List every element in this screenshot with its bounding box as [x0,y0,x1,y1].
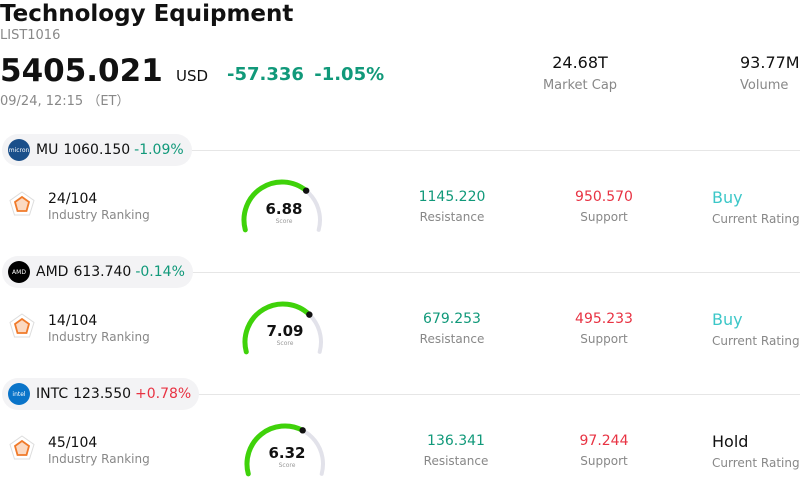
score-gauge [244,423,325,477]
section-divider [198,394,800,395]
index-code: LIST1016 [0,28,61,43]
resistance: 1145.220 Resistance [412,189,492,224]
timestamp: 09/24, 12:15 （ET） [0,94,130,109]
support-label: Support [580,332,628,346]
market-cap: 24.68T Market Cap [536,53,624,93]
industry-rank: 45/104 [48,435,98,451]
support: 495.233 Support [562,311,646,346]
rating-value: Buy [712,188,743,207]
stock-price: 613.740 [73,264,132,280]
score-value: 6.32 [268,444,306,462]
company-logo-icon: micron [8,139,30,161]
current-rating: Buy Current Rating [712,310,800,348]
support-value: 97.244 [579,433,629,449]
stock-price: 123.550 [73,386,132,402]
rating-value: Buy [712,310,743,329]
industry-rank-label: Industry Ranking [48,208,150,222]
page-title: Technology Equipment [0,1,294,27]
stock-header-pill[interactable]: intel INTC 123.550 +0.78% [2,378,200,410]
stock-header-pill[interactable]: micron MU 1060.150 -1.09% [2,134,192,166]
stock-price: 1060.150 [63,142,131,158]
change-percent: -1.05% [314,64,385,85]
support-label: Support [580,454,628,468]
score-gauge [241,179,322,233]
radar-icon [9,191,35,216]
stock-change-percent: +0.78% [135,386,192,402]
current-rating: Hold Current Rating [712,432,800,470]
score-label: Score [275,218,293,225]
market-cap-value: 24.68T [552,53,608,72]
resistance-value: 136.341 [427,433,485,449]
change-value: -57.336 [227,64,304,85]
volume: 93.77M Volume [728,53,800,93]
resistance: 136.341 Resistance [416,433,496,468]
current-rating: Buy Current Rating [712,188,800,226]
resistance-value: 1145.220 [418,189,486,205]
radar-icon [9,313,35,338]
rating-label: Current Rating [712,456,800,470]
stock-change-percent: -0.14% [135,264,185,280]
stock-section: intel INTC 123.550 +0.78% 45/104 Industr… [0,378,800,500]
volume-value: 93.77M [740,53,800,72]
rating-label: Current Rating [712,334,800,348]
stock-section: micron MU 1060.150 -1.09% 24/104 Industr… [0,134,800,256]
support-label: Support [580,210,628,224]
score-gauge [242,301,323,355]
score-label: Score [276,340,294,347]
resistance: 679.253 Resistance [412,311,492,346]
industry-rank-label: Industry Ranking [48,452,150,466]
support-value: 950.570 [575,189,633,205]
resistance-label: Resistance [423,454,489,468]
industry-rank-label: Industry Ranking [48,330,150,344]
support: 950.570 Support [562,189,646,224]
rating-value: Hold [712,432,749,451]
score-value: 7.09 [266,322,304,340]
price-change: -57.336 -1.05% [227,64,384,85]
rating-label: Current Rating [712,212,800,226]
score-value: 6.88 [265,200,303,218]
resistance-value: 679.253 [423,311,481,327]
score-label: Score [278,462,296,469]
section-divider [190,150,800,151]
stock-ticker: MU [36,142,59,158]
radar-icon [9,435,35,460]
support-value: 495.233 [575,311,633,327]
resistance-label: Resistance [419,210,485,224]
support: 97.244 Support [562,433,646,468]
stock-change-percent: -1.09% [134,142,184,158]
company-logo-icon: intel [8,383,30,405]
stock-section: AMD AMD 613.740 -0.14% 14/104 Industry R… [0,256,800,378]
volume-label: Volume [740,78,789,93]
stock-ticker: INTC [36,386,69,402]
market-cap-label: Market Cap [542,78,618,93]
company-logo-icon: AMD [8,261,30,283]
resistance-label: Resistance [419,332,485,346]
section-divider [190,272,800,273]
industry-rank: 14/104 [48,313,98,329]
industry-rank: 24/104 [48,191,98,207]
stock-header-pill[interactable]: AMD AMD 613.740 -0.14% [2,256,193,288]
stock-ticker: AMD [36,264,69,280]
index-price: 5405.021 [0,53,163,89]
currency-label: USD [176,67,209,85]
